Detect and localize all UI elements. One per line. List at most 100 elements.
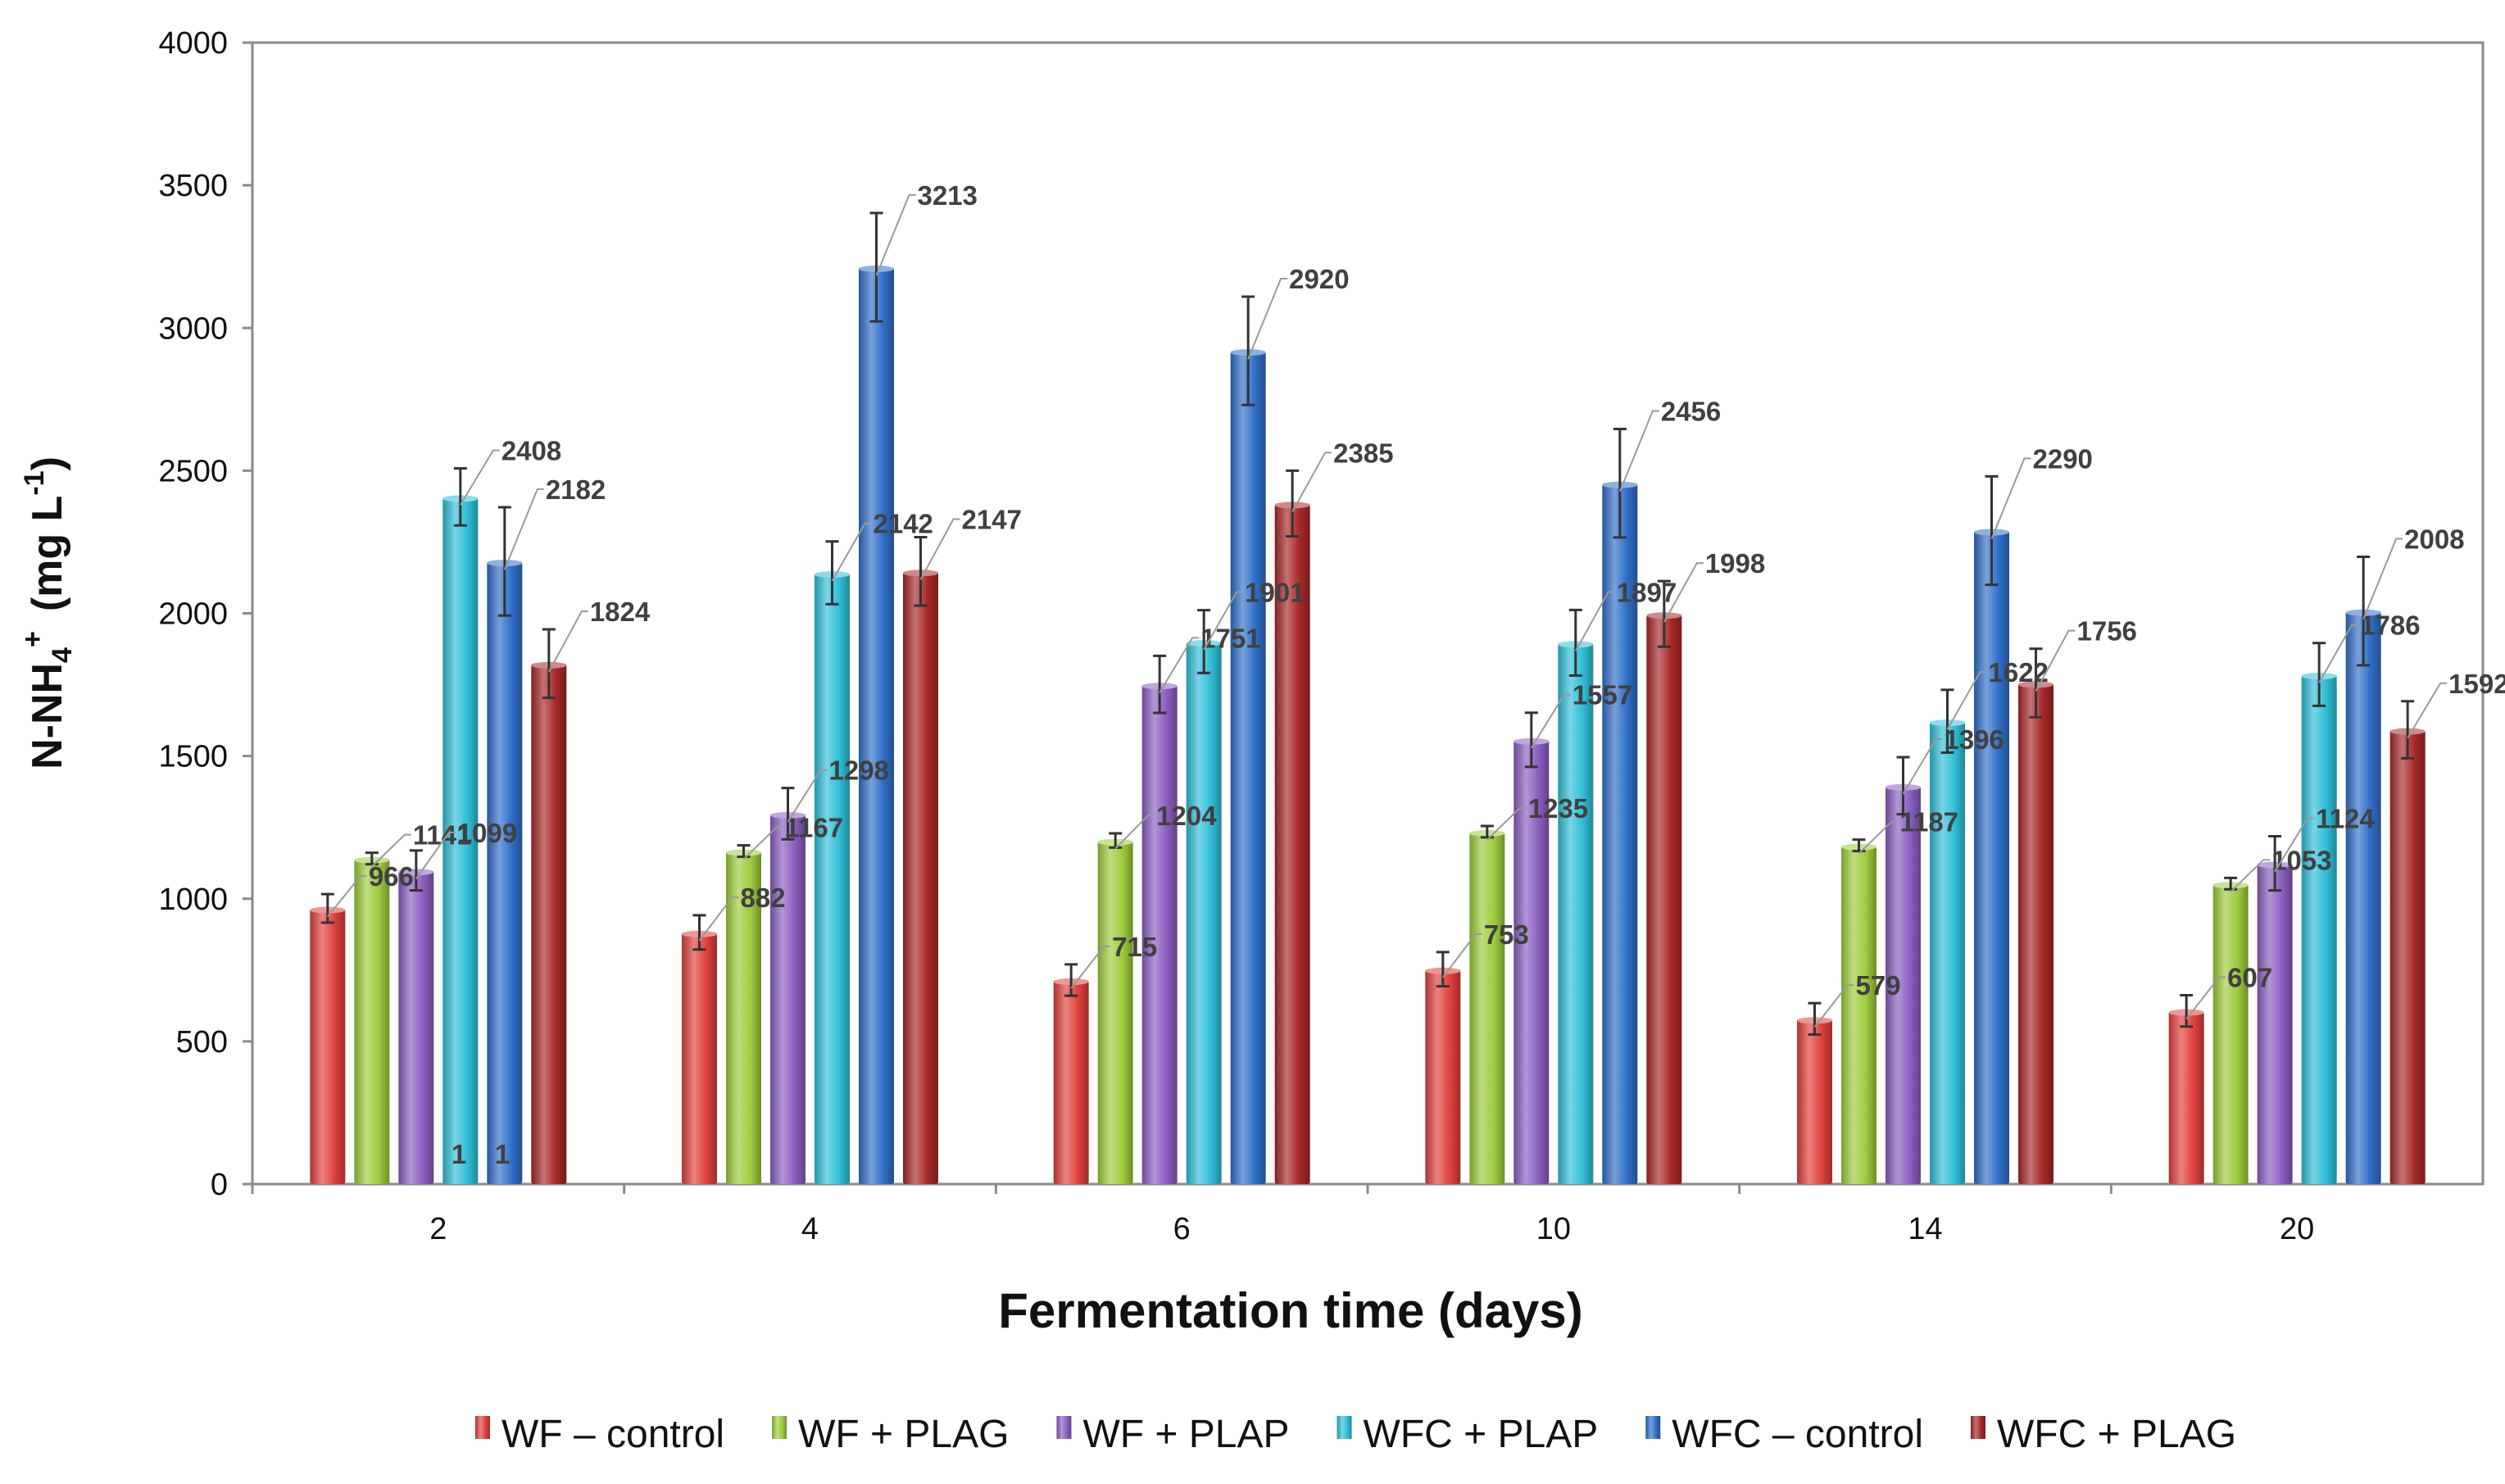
data-label: 1099 — [457, 818, 517, 848]
bar-2-3 — [1513, 739, 1550, 1184]
data-label: 966 — [369, 861, 414, 892]
legend: WF – control WF + PLAG WF + PLAP WFC + PLAP… — [475, 1413, 2236, 1456]
label-leader — [2318, 624, 2359, 683]
bar-4-3 — [1602, 483, 1638, 1184]
data-label: 753 — [1484, 919, 1529, 950]
bar-4-5 — [2345, 610, 2381, 1184]
bar-3-5 — [2301, 674, 2337, 1184]
label-leader — [1574, 591, 1615, 651]
data-label: 607 — [2227, 962, 2272, 992]
bar-2-2 — [1141, 684, 1178, 1184]
data-label: 2385 — [1333, 438, 1393, 468]
x-axis: 2 4 6 10 14 20 — [251, 1184, 2314, 1246]
label-leader — [919, 518, 960, 580]
legend-item: WFC – control — [1645, 1413, 1923, 1456]
label-leader — [831, 522, 872, 582]
y-tick-label: 3500 — [158, 169, 228, 203]
label-leader — [875, 193, 916, 276]
label-leader — [1114, 815, 1155, 850]
y-tick-label: 1500 — [158, 740, 228, 774]
legend-label: WFC + PLAG — [1997, 1413, 2236, 1456]
legend-label: WFC + PLAP — [1364, 1413, 1599, 1456]
bar-2-5 — [2257, 863, 2293, 1184]
y-tick-label: 3000 — [158, 311, 228, 346]
bar-4-0 — [487, 561, 523, 1184]
bar-1-2 — [1097, 840, 1133, 1184]
label-leader — [1946, 670, 1987, 730]
label-leader — [327, 875, 367, 918]
label-leader — [787, 769, 828, 823]
data-label: 1622 — [1989, 657, 2049, 688]
data-label: 1204 — [1156, 801, 1217, 831]
label-leader — [2035, 629, 2076, 692]
y-axis-label-close: ) — [24, 456, 71, 470]
data-label: 1235 — [1528, 793, 1588, 824]
x-tick-label: 6 — [1173, 1212, 1191, 1246]
bar-2-0 — [398, 870, 434, 1184]
legend-swatch — [1971, 1416, 1985, 1439]
bar-3-4 — [1930, 721, 1965, 1184]
legend-swatch — [772, 1416, 787, 1439]
bar-3-3 — [1558, 642, 1594, 1184]
bar-3-2 — [1186, 641, 1222, 1184]
x-tick-label: 4 — [801, 1212, 819, 1246]
bar-2-4 — [1886, 785, 1921, 1184]
label-leader — [1486, 806, 1527, 841]
y-tick-label: 4000 — [158, 26, 228, 61]
data-label: 1998 — [1705, 548, 1765, 579]
error-bars — [320, 211, 2415, 1037]
label-leader — [1858, 820, 1899, 855]
label-leader — [2407, 682, 2448, 739]
data-label: 1124 — [2316, 803, 2375, 833]
data-label: 2408 — [501, 436, 561, 466]
label-leader — [1990, 457, 2031, 539]
legend-swatch — [1336, 1416, 1352, 1439]
label-leader — [2230, 859, 2271, 893]
y-axis-label: N-NH4+ (mg L-1) — [17, 456, 78, 769]
label-leader — [503, 488, 544, 570]
label-leader — [1618, 410, 1659, 492]
legend-item: WF + PLAP — [1056, 1413, 1290, 1456]
legend-item: WF – control — [475, 1413, 724, 1456]
x-tick-label: 2 — [429, 1212, 447, 1246]
bar-0-3 — [1425, 969, 1461, 1184]
label-leader — [742, 826, 783, 860]
legend-label: WF + PLAP — [1082, 1413, 1289, 1456]
data-label: 2456 — [1661, 397, 1721, 427]
data-label: 1786 — [2360, 610, 2420, 641]
bar-3-1 — [815, 573, 850, 1184]
data-label: 2920 — [1289, 264, 1349, 294]
label-leader — [1663, 562, 1704, 623]
plot-area — [251, 41, 2485, 1186]
label-leader — [1813, 984, 1854, 1028]
y-axis-label-sub: 4 — [47, 647, 78, 663]
legend-label: WF + PLAG — [798, 1413, 1009, 1456]
legend-label: WF – control — [501, 1413, 724, 1456]
data-label: 2142 — [874, 509, 933, 539]
label-leader — [547, 610, 588, 673]
data-label: 1298 — [829, 756, 889, 786]
label-leader — [371, 833, 411, 868]
bar-5-4 — [2018, 683, 2053, 1184]
bars — [310, 265, 2426, 1184]
y-axis-label-unit: (mg L — [24, 496, 71, 612]
bar-1-5 — [2212, 883, 2249, 1184]
data-labels: 966 882 715 753 579 607 1141 1167 1204 1235 1187 10… — [327, 180, 2505, 1028]
data-label: 1824 — [590, 597, 651, 627]
y-tick-label: 1000 — [158, 883, 228, 917]
bar-0-5 — [2168, 1010, 2204, 1184]
bar-4-2 — [1230, 351, 1266, 1184]
label-leader — [415, 831, 456, 879]
y-tick-label: 2500 — [158, 454, 228, 488]
data-label: 2147 — [962, 505, 1022, 535]
bar-5-2 — [1274, 503, 1310, 1184]
legend-swatch — [1645, 1416, 1661, 1439]
data-label: 1053 — [2271, 845, 2331, 875]
bar-0-1 — [682, 932, 717, 1184]
label-leader — [1291, 452, 1332, 512]
data-label: 1187 — [1900, 807, 1959, 837]
bar-0-2 — [1053, 980, 1089, 1184]
data-label: 1396 — [1945, 724, 2004, 755]
label-leader — [2274, 817, 2315, 873]
